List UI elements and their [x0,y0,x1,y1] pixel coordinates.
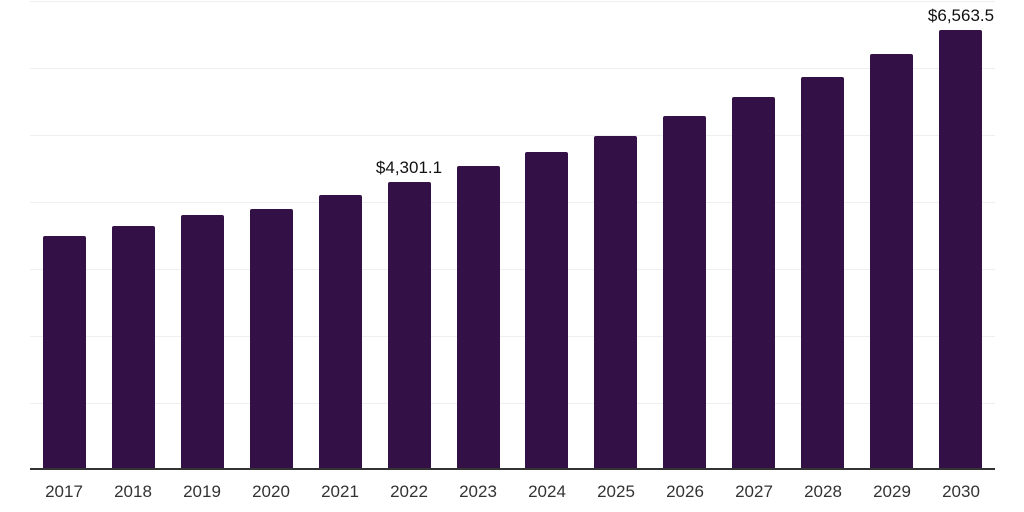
gridline-6000 [30,68,995,69]
gridline-5000 [30,135,995,136]
bar-2024 [525,152,568,470]
bar-2023 [457,166,500,470]
bar-2028 [801,77,844,470]
x-tick-label-2017: 2017 [45,482,83,501]
x-tick-label-2026: 2026 [666,482,704,501]
x-tick-label-2025: 2025 [597,482,635,501]
bar-2027 [732,97,775,470]
x-tick-label-2029: 2029 [873,482,911,501]
x-tick-label-2024: 2024 [528,482,566,501]
gridline-4000 [30,202,995,203]
bar-2029 [870,54,913,470]
gridline-1000 [30,403,995,404]
bar-2020 [250,209,293,470]
bar-2021 [319,195,362,470]
value-label-2022: $4,301.1 [375,158,443,177]
bar-2019 [181,215,224,470]
x-tick-label-2019: 2019 [183,482,221,501]
bar-2018 [112,226,155,470]
bar-2026 [663,116,706,470]
value-label-2030: $6,563.5 [927,6,995,25]
x-tick-label-2023: 2023 [459,482,497,501]
x-tick-label-2020: 2020 [252,482,290,501]
x-tick-label-2030: 2030 [942,482,980,501]
bar-2017 [43,236,86,470]
x-tick-label-2028: 2028 [804,482,842,501]
gridline-7000 [30,1,995,2]
gridline-2000 [30,336,995,337]
bar-2030 [939,30,982,470]
plot-area [30,0,995,470]
gridline-3000 [30,269,995,270]
x-tick-label-2021: 2021 [321,482,359,501]
x-tick-label-2027: 2027 [735,482,773,501]
bar-2025 [594,136,637,470]
bar-2022 [388,182,431,470]
x-tick-label-2018: 2018 [114,482,152,501]
x-axis-line [30,468,995,470]
x-tick-label-2022: 2022 [390,482,428,501]
